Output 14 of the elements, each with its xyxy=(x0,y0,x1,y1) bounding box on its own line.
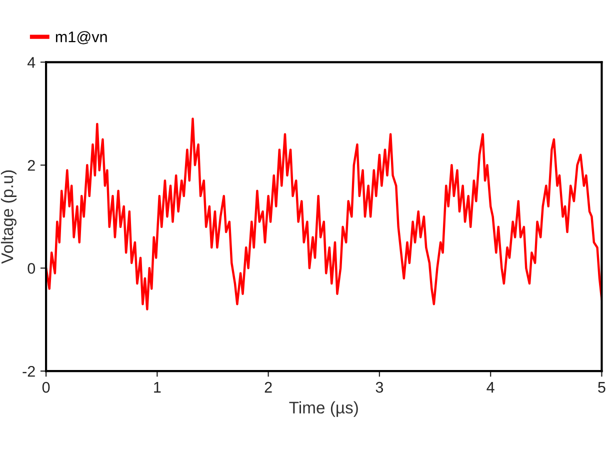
x-tick-label: 4 xyxy=(486,382,494,393)
x-axis-title: Time (µs) xyxy=(289,401,358,417)
y-tick-label: 0 xyxy=(28,262,36,274)
x-tick-label: 2 xyxy=(264,382,272,393)
x-tick-label: 1 xyxy=(154,382,161,393)
line-series xyxy=(46,118,602,310)
y-tick-label: -2 xyxy=(22,366,35,377)
x-tick-label: 3 xyxy=(376,382,384,393)
y-tick-label: 2 xyxy=(28,160,35,171)
legend-label: m1@vn xyxy=(56,31,107,44)
y-axis-title: Voltage (p.u) xyxy=(0,170,16,264)
y-tick-label: 4 xyxy=(27,57,36,68)
x-tick-label: 5 xyxy=(598,382,606,393)
x-tick-label: 0 xyxy=(42,382,50,393)
